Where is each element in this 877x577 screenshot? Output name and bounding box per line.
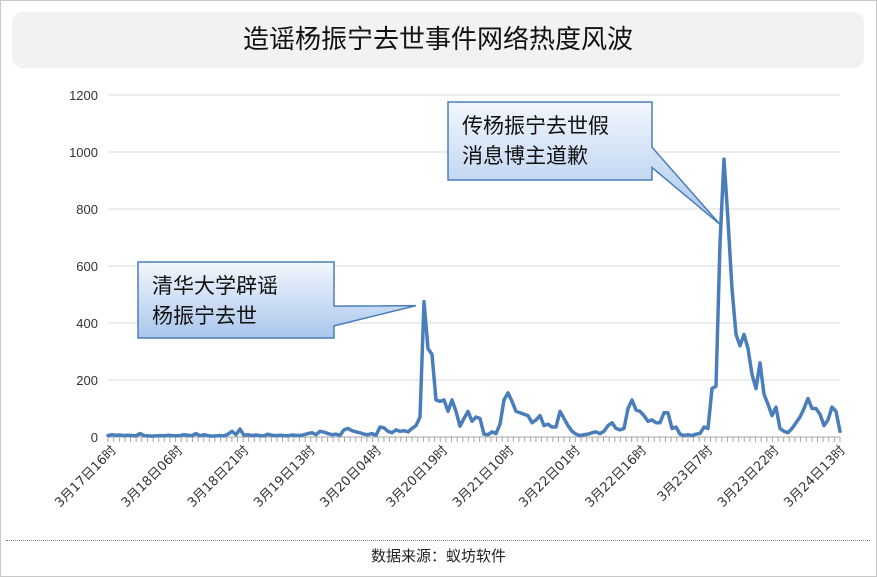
y-tick-label: 1000 bbox=[69, 145, 98, 160]
x-tick-label: 3月23日7时 bbox=[655, 443, 717, 505]
x-axis: 3月17日16时3月18日06时3月18日21时3月19日13时3月20日04时… bbox=[52, 436, 849, 511]
x-tick-label: 3月20日04时 bbox=[317, 443, 384, 510]
series-line bbox=[106, 157, 842, 438]
callout-text: 杨振宁去世 bbox=[152, 304, 257, 328]
callout-bubble bbox=[447, 101, 721, 225]
y-tick-label: 800 bbox=[76, 202, 98, 217]
y-tick-label: 400 bbox=[76, 316, 98, 331]
x-tick-label: 3月22日16时 bbox=[583, 443, 650, 510]
callout-bubble bbox=[137, 261, 417, 339]
x-tick-label: 3月18日06时 bbox=[119, 443, 186, 510]
y-tick-label: 0 bbox=[91, 430, 98, 445]
source-note: 数据来源：蚁坊软件 bbox=[370, 547, 506, 565]
x-tick-label: 3月22日01时 bbox=[516, 443, 583, 510]
chart-title: 造谣杨振宁去世事件网络热度风波 bbox=[242, 25, 633, 55]
y-tick-label: 600 bbox=[76, 259, 98, 274]
callout-text: 消息博主道歉 bbox=[462, 144, 588, 168]
x-tick-label: 3月23日22时 bbox=[715, 443, 782, 510]
x-tick-label: 3月18日21时 bbox=[185, 443, 252, 510]
y-tick-label: 200 bbox=[76, 373, 98, 388]
title-banner: 造谣杨振宁去世事件网络热度风波 bbox=[12, 12, 864, 68]
x-tick-label: 3月19日13时 bbox=[251, 443, 318, 510]
callout-text: 清华大学辟谣 bbox=[152, 274, 278, 298]
x-tick-label: 3月21日10时 bbox=[450, 443, 517, 510]
footer-divider bbox=[6, 540, 870, 541]
y-axis-ticks: 0 200 400 600 800 1000 1200 bbox=[69, 88, 98, 445]
x-tick-label: 3月24日13时 bbox=[781, 443, 848, 510]
y-tick-label: 1200 bbox=[69, 88, 98, 103]
x-tick-label: 3月20日19时 bbox=[384, 443, 451, 510]
x-tick-label: 3月17日16时 bbox=[52, 443, 119, 510]
series-line-path bbox=[106, 157, 842, 438]
callout-text: 传杨振宁去世假 bbox=[462, 114, 609, 138]
